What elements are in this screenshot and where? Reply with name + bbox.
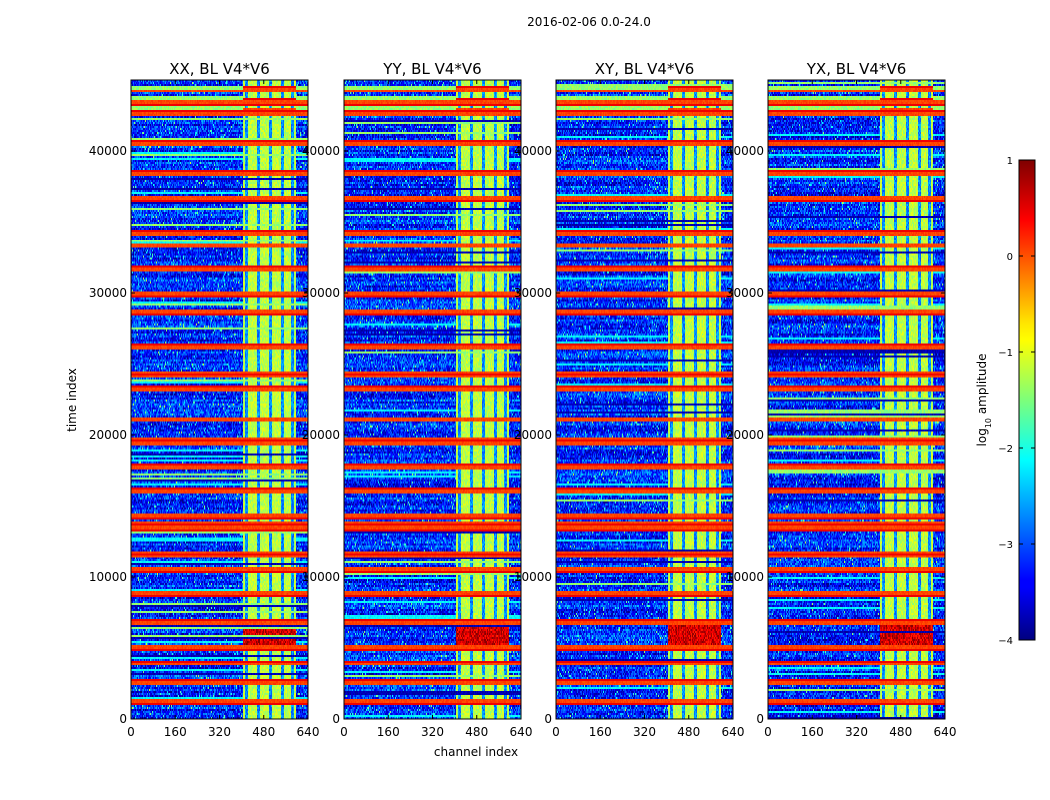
y-tick-label: 0 bbox=[756, 712, 764, 726]
heatmap-canvas-xx bbox=[131, 80, 308, 719]
y-tick-label: 40000 bbox=[726, 144, 764, 158]
colorbar-tick-label: 0 bbox=[1007, 252, 1013, 263]
x-tick-label: 480 bbox=[465, 725, 488, 739]
y-tick-label: 10000 bbox=[726, 570, 764, 584]
panels: XX, BL V4*V6 0 160 320 480 640 0 10000 20000 3000… bbox=[89, 60, 957, 739]
panel-xx: XX, BL V4*V6 0 160 320 480 640 0 10000 20000 3000… bbox=[89, 60, 320, 739]
x-tick-label: 320 bbox=[208, 725, 231, 739]
y-axis-label: time index bbox=[65, 368, 79, 432]
heatmap-canvas-yy bbox=[344, 80, 521, 719]
panel-yx: YX, BL V4*V6 0 160 320 480 640 0 10000 20000 3000… bbox=[726, 60, 957, 739]
x-axis-label: channel index bbox=[434, 745, 518, 759]
x-tick-label: 640 bbox=[934, 725, 957, 739]
colorbar-gradient bbox=[1018, 159, 1036, 641]
y-tick-label: 0 bbox=[332, 712, 340, 726]
figure-suptitle: 2016-02-06 0.0-24.0 bbox=[527, 15, 651, 29]
y-tick-label: 20000 bbox=[514, 428, 552, 442]
y-tick-label: 10000 bbox=[89, 570, 127, 584]
panel-title-xx: XX, BL V4*V6 bbox=[169, 60, 270, 78]
y-tick-label: 0 bbox=[119, 712, 127, 726]
x-tick-label: 320 bbox=[421, 725, 444, 739]
x-tick-label: 480 bbox=[252, 725, 275, 739]
x-tick-label: 160 bbox=[589, 725, 612, 739]
x-tick-label: 0 bbox=[552, 725, 560, 739]
panel-title-yy: YY, BL V4*V6 bbox=[382, 60, 481, 78]
colorbar: 1 0 −1 −2 −3 −4 log10 amplitude bbox=[975, 156, 1036, 647]
x-tick-label: 480 bbox=[889, 725, 912, 739]
y-tick-label: 40000 bbox=[302, 144, 340, 158]
x-tick-label: 320 bbox=[633, 725, 656, 739]
y-tick-label: 10000 bbox=[514, 570, 552, 584]
colorbar-tick-label: −3 bbox=[998, 540, 1013, 551]
y-tick-label: 20000 bbox=[89, 428, 127, 442]
colorbar-tick-label: 1 bbox=[1007, 156, 1013, 167]
y-tick-label: 20000 bbox=[302, 428, 340, 442]
x-tick-label: 0 bbox=[764, 725, 772, 739]
x-tick-label: 480 bbox=[677, 725, 700, 739]
colorbar-tick-label: −2 bbox=[998, 444, 1013, 455]
y-tick-label: 30000 bbox=[302, 286, 340, 300]
x-tick-label: 0 bbox=[127, 725, 135, 739]
x-tick-label: 160 bbox=[377, 725, 400, 739]
x-tick-label: 160 bbox=[164, 725, 187, 739]
panel-title-xy: XY, BL V4*V6 bbox=[595, 60, 695, 78]
y-tick-label: 10000 bbox=[302, 570, 340, 584]
y-tick-label: 40000 bbox=[89, 144, 127, 158]
heatmap-image-xx bbox=[131, 80, 308, 719]
heatmap-image-yx bbox=[768, 80, 945, 719]
heatmap-image-yy bbox=[344, 80, 521, 719]
y-tick-label: 30000 bbox=[726, 286, 764, 300]
panel-yy: YY, BL V4*V6 0 160 320 480 640 0 10000 20000 3000… bbox=[302, 60, 533, 739]
x-tick-label: 160 bbox=[801, 725, 824, 739]
heatmap-canvas-yx bbox=[768, 80, 945, 719]
panel-title-yx: YX, BL V4*V6 bbox=[806, 60, 907, 78]
colorbar-tick-label: −1 bbox=[998, 348, 1013, 359]
colorbar-tick-label: −4 bbox=[998, 636, 1013, 647]
colorbar-label: log10 amplitude bbox=[975, 354, 993, 447]
y-tick-label: 20000 bbox=[726, 428, 764, 442]
x-tick-label: 320 bbox=[845, 725, 868, 739]
panel-xy: XY, BL V4*V6 0 160 320 480 640 0 10000 20000 3000… bbox=[514, 60, 745, 739]
colorbar-ticks: 1 0 −1 −2 −3 −4 bbox=[998, 156, 1035, 647]
x-tick-label: 640 bbox=[722, 725, 745, 739]
x-tick-label: 640 bbox=[510, 725, 533, 739]
y-tick-label: 30000 bbox=[89, 286, 127, 300]
x-tick-label: 640 bbox=[297, 725, 320, 739]
heatmap-canvas-xy bbox=[556, 80, 733, 719]
x-tick-label: 0 bbox=[340, 725, 348, 739]
y-tick-label: 30000 bbox=[514, 286, 552, 300]
y-tick-label: 0 bbox=[544, 712, 552, 726]
heatmap-image-xy bbox=[556, 80, 733, 719]
y-tick-label: 40000 bbox=[514, 144, 552, 158]
